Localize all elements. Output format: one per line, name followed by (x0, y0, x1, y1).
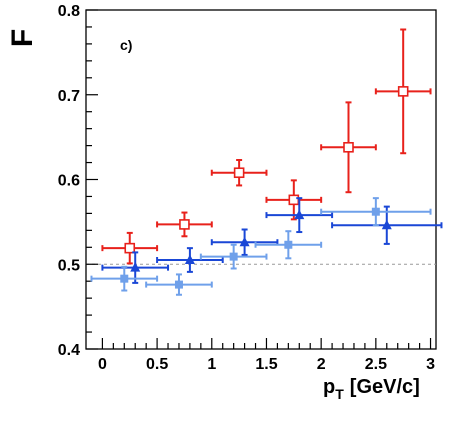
data-point (239, 236, 250, 247)
x-tick-label: 2.5 (365, 356, 387, 373)
x-axis-title-main: p (323, 376, 335, 398)
y-tick-label: 0.8 (58, 3, 80, 20)
data-point (120, 274, 129, 283)
x-tick-label: 2 (317, 356, 326, 373)
panel-annotation: c) (120, 37, 132, 53)
x-axis-title-unit: [GeV/c] (350, 376, 420, 398)
x-axis-title: pT [GeV/c] (323, 376, 420, 402)
plot-area: 0 0.5 1 1.5 2 2.5 3 0.4 0.5 0.6 0.7 0.8 (58, 3, 443, 373)
x-tick-label: 1 (207, 356, 216, 373)
x-tick-label: 0 (98, 356, 107, 373)
y-tick-label: 0.4 (58, 342, 80, 359)
data-point (229, 252, 238, 261)
data-point (371, 207, 380, 216)
data-point (174, 280, 183, 289)
plot-frame (85, 9, 437, 350)
x-tick-label: 1.5 (255, 356, 277, 373)
data-point (130, 262, 141, 272)
data-point (124, 242, 136, 254)
y-axis-title: F (6, 29, 39, 47)
data-point (184, 254, 195, 265)
y-tick-label: 0.5 (58, 257, 80, 274)
data-point (288, 194, 300, 206)
data-point (294, 209, 305, 220)
x-axis-title-subscript: T (335, 386, 344, 402)
data-point (397, 86, 409, 97)
data-point (381, 219, 392, 230)
data-point (284, 240, 293, 249)
data-point (179, 219, 190, 230)
y-tick-label: 0.7 (58, 88, 80, 105)
y-tick-label: 0.6 (58, 173, 80, 190)
data-point (233, 167, 245, 179)
x-tick-label: 3 (426, 356, 435, 373)
data-point (343, 141, 354, 153)
x-tick-label: 0.5 (146, 356, 168, 373)
